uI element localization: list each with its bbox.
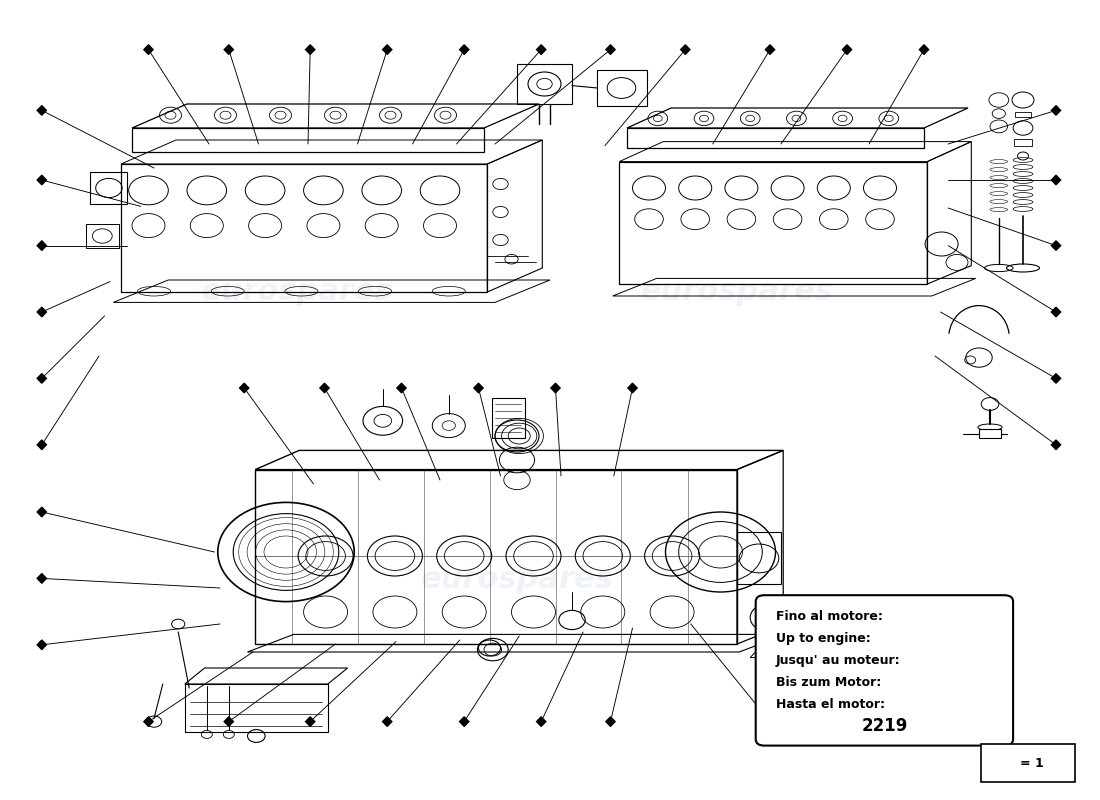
Polygon shape [306, 45, 315, 54]
Text: 2219: 2219 [861, 717, 908, 735]
Polygon shape [37, 640, 46, 650]
Text: Fino al motore:: Fino al motore: [776, 610, 882, 623]
Polygon shape [37, 507, 46, 517]
Polygon shape [37, 307, 46, 317]
Polygon shape [537, 45, 546, 54]
Polygon shape [37, 241, 46, 250]
Polygon shape [37, 440, 46, 450]
Polygon shape [37, 374, 46, 383]
Polygon shape [397, 383, 406, 393]
Text: Up to engine:: Up to engine: [776, 632, 870, 646]
Polygon shape [551, 383, 560, 393]
Bar [1014, 139, 1032, 146]
Polygon shape [537, 717, 546, 726]
Polygon shape [224, 45, 233, 54]
Polygon shape [766, 717, 774, 726]
Text: Hasta el motor:: Hasta el motor: [776, 698, 884, 710]
Polygon shape [144, 717, 153, 726]
Bar [737, 532, 781, 584]
Polygon shape [606, 717, 615, 726]
Polygon shape [37, 106, 46, 115]
Bar [517, 64, 572, 104]
Polygon shape [920, 45, 928, 54]
Polygon shape [1052, 307, 1060, 317]
Text: Bis zum Motor:: Bis zum Motor: [776, 676, 881, 689]
Bar [597, 70, 647, 106]
Text: Jusqu' au moteur:: Jusqu' au moteur: [776, 654, 900, 667]
Polygon shape [383, 717, 392, 726]
Polygon shape [1052, 374, 1060, 383]
Polygon shape [383, 45, 392, 54]
Polygon shape [240, 383, 249, 393]
Polygon shape [460, 717, 469, 726]
Polygon shape [843, 45, 851, 54]
Polygon shape [144, 45, 153, 54]
Polygon shape [474, 383, 483, 393]
Polygon shape [997, 758, 1005, 768]
Bar [492, 398, 525, 438]
Bar [981, 744, 1075, 782]
Text: eurospares: eurospares [200, 278, 394, 306]
Polygon shape [920, 717, 928, 726]
Bar [1015, 111, 1031, 117]
Bar [979, 429, 1001, 438]
Polygon shape [224, 717, 233, 726]
Polygon shape [460, 45, 469, 54]
Text: eurospares: eurospares [640, 278, 834, 306]
Polygon shape [306, 717, 315, 726]
Polygon shape [1052, 175, 1060, 185]
Text: eurospares: eurospares [420, 566, 614, 594]
FancyBboxPatch shape [756, 595, 1013, 746]
Polygon shape [628, 383, 637, 393]
Bar [185, 684, 328, 732]
Polygon shape [37, 574, 46, 583]
Polygon shape [1052, 241, 1060, 250]
Polygon shape [37, 175, 46, 185]
Polygon shape [766, 45, 774, 54]
Polygon shape [1052, 440, 1060, 450]
Text: = 1: = 1 [1020, 757, 1044, 770]
Polygon shape [1052, 106, 1060, 115]
Polygon shape [681, 45, 690, 54]
Polygon shape [606, 45, 615, 54]
Polygon shape [320, 383, 329, 393]
